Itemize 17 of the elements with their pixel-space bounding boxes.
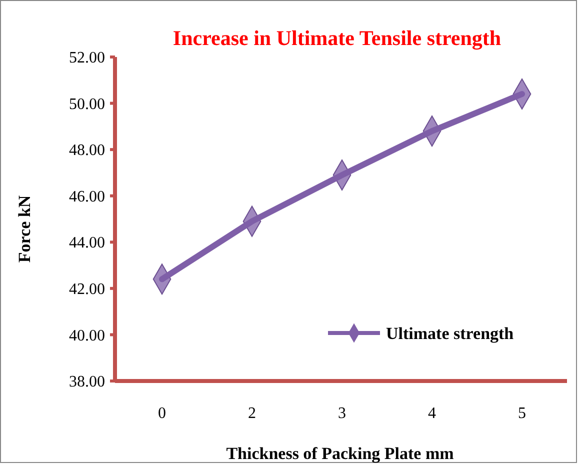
y-tick-label: 48.00	[69, 142, 105, 160]
y-tick-label: 46.00	[69, 188, 105, 206]
y-tick-label: 52.00	[69, 50, 105, 67]
x-tick-label: 5	[518, 404, 526, 422]
x-tick-label: 4	[428, 404, 436, 422]
x-axis-title: Thickness of Packing Plate mm	[226, 444, 454, 463]
x-tick-label: 2	[248, 404, 256, 422]
legend-label: Ultimate strength	[386, 324, 514, 343]
y-tick-label: 42.00	[69, 281, 105, 298]
chart-title: Increase in Ultimate Tensile strength	[172, 26, 502, 50]
y-axis-title: Force kN	[15, 194, 34, 263]
x-tick-label: 3	[338, 404, 346, 422]
y-tick-label: 38.00	[69, 374, 105, 391]
y-tick-label: 40.00	[69, 327, 105, 344]
x-tick-label: 0	[158, 404, 166, 422]
y-tick-label: 50.00	[69, 96, 105, 113]
y-tick-label: 44.00	[69, 234, 105, 252]
